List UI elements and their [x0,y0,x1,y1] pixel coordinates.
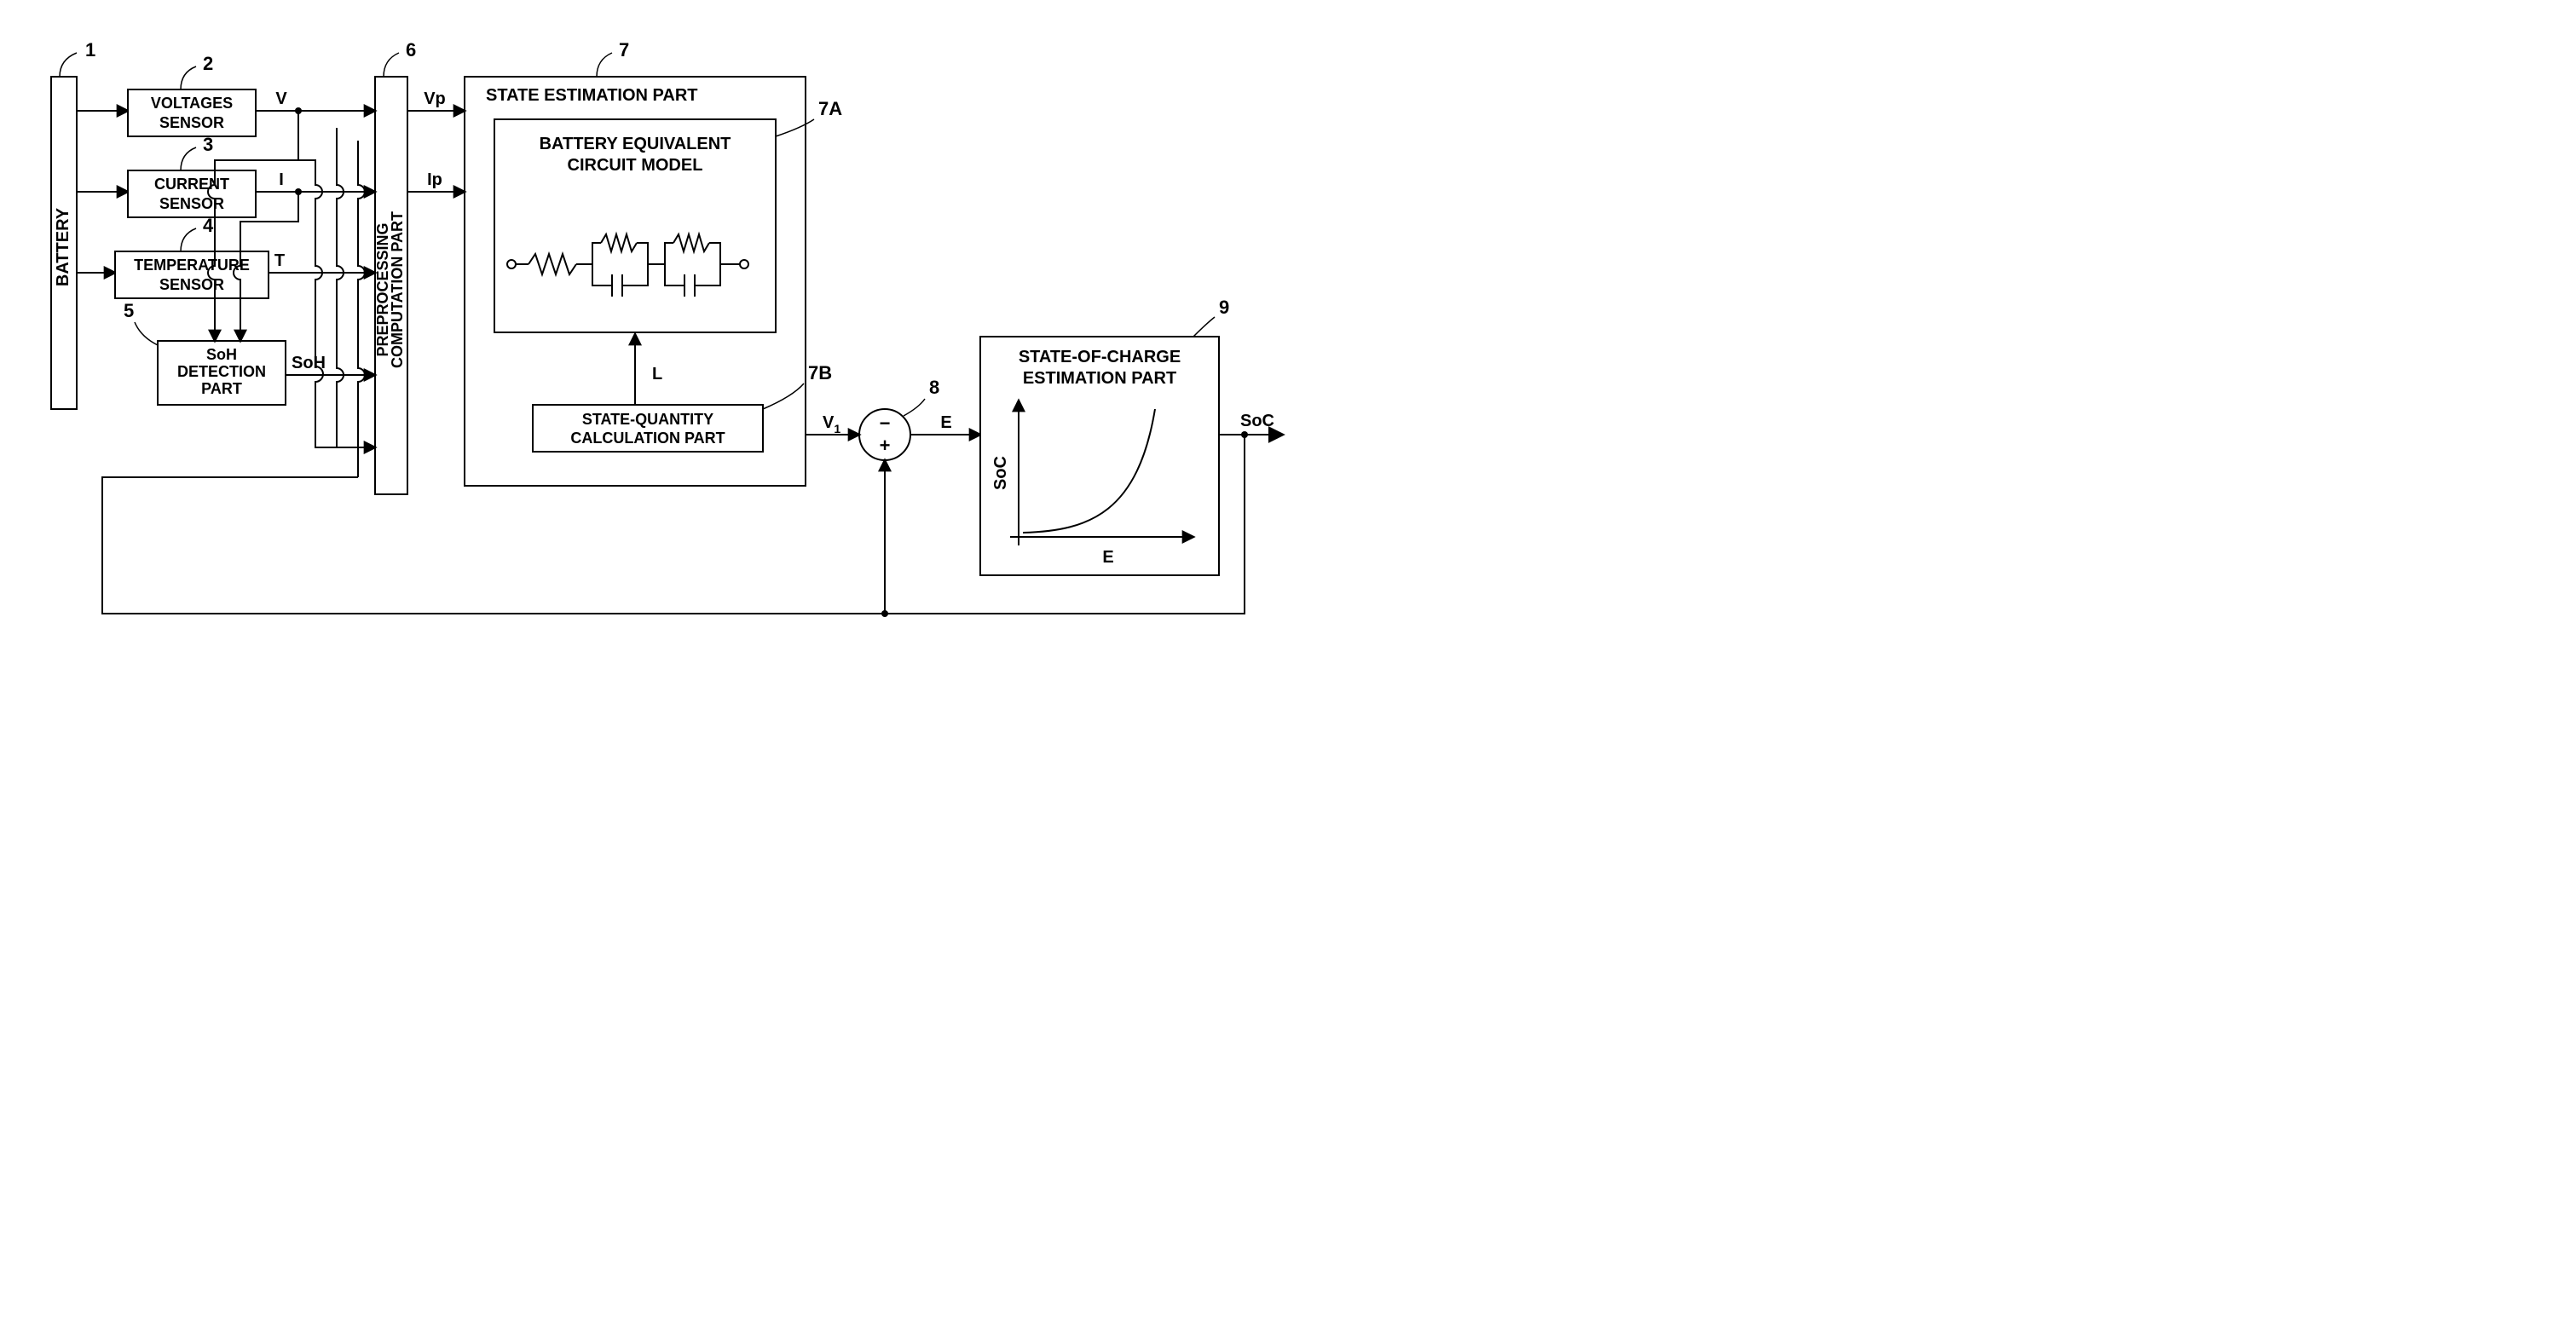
voltage-sensor-label-2: SENSOR [159,114,224,131]
voltage-sensor-block: VOLTAGES SENSOR 2 [128,53,256,136]
sum-plus: + [880,435,891,456]
temp-sensor-label-1: TEMPERATURE [134,257,250,274]
preprocessing-label-2: COMPUTATION PART [389,211,406,368]
signal-Ip: Ip [427,170,442,189]
battery-label: BATTERY [54,207,72,286]
rail-mid [337,128,344,447]
soc-est-label-2: ESTIMATION PART [1023,369,1176,388]
preprocessing-id: 6 [406,39,416,61]
soc-estimation-block: STATE-OF-CHARGE ESTIMATION PART 9 SoC E [980,297,1229,575]
signal-T: T [274,251,285,270]
signal-SoC: SoC [1240,412,1274,430]
current-sensor-block: CURRENT SENSOR 3 [128,134,256,217]
current-sensor-label-1: CURRENT [154,176,229,193]
block-diagram: BATTERY 1 VOLTAGES SENSOR 2 CURRENT SENS… [0,0,1288,669]
voltage-sensor-label-1: VOLTAGES [151,95,233,112]
soh-label-1: SoH [206,346,237,363]
battery-id: 1 [85,39,95,61]
state-quantity-id: 7B [808,362,832,384]
soh-detection-block: SoH DETECTION PART 5 [124,300,286,405]
signal-V: V [275,89,287,108]
current-sensor-id: 3 [203,134,213,155]
preprocessing-block: PREPROCESSING COMPUTATION PART 6 [374,39,416,494]
signal-L: L [652,365,662,384]
signal-E: E [940,413,951,432]
temp-sensor-id: 4 [203,215,214,236]
battery-block: BATTERY 1 [51,39,95,409]
soc-est-id: 9 [1219,297,1229,318]
soh-label-3: PART [201,380,242,397]
state-quantity-label-2: CALCULATION PART [570,430,725,447]
state-estimation-label: STATE ESTIMATION PART [486,86,698,105]
state-quantity-label-1: STATE-QUANTITY [582,411,713,428]
state-estimation-id: 7 [619,39,629,61]
soc-x-axis: E [1102,548,1113,567]
circuit-model-label-1: BATTERY EQUIVALENT [540,135,731,153]
summing-junction: − + 8 [859,377,939,460]
soc-y-axis: SoC [991,456,1010,490]
temp-sensor-block: TEMPERATURE SENSOR 4 [115,215,269,298]
voltage-sensor-id: 2 [203,53,213,74]
sum-minus: − [880,412,891,434]
soc-est-label-1: STATE-OF-CHARGE [1019,348,1181,366]
soh-detection-id: 5 [124,300,134,321]
signal-I: I [279,170,284,189]
rail-V-down [298,160,337,447]
signal-Vp: Vp [424,89,446,108]
summing-id: 8 [929,377,939,398]
soh-label-2: DETECTION [177,363,266,380]
signal-V1: V1 [823,413,840,435]
circuit-model-id: 7A [818,98,842,119]
circuit-model-label-2: CIRCUIT MODEL [568,156,703,175]
